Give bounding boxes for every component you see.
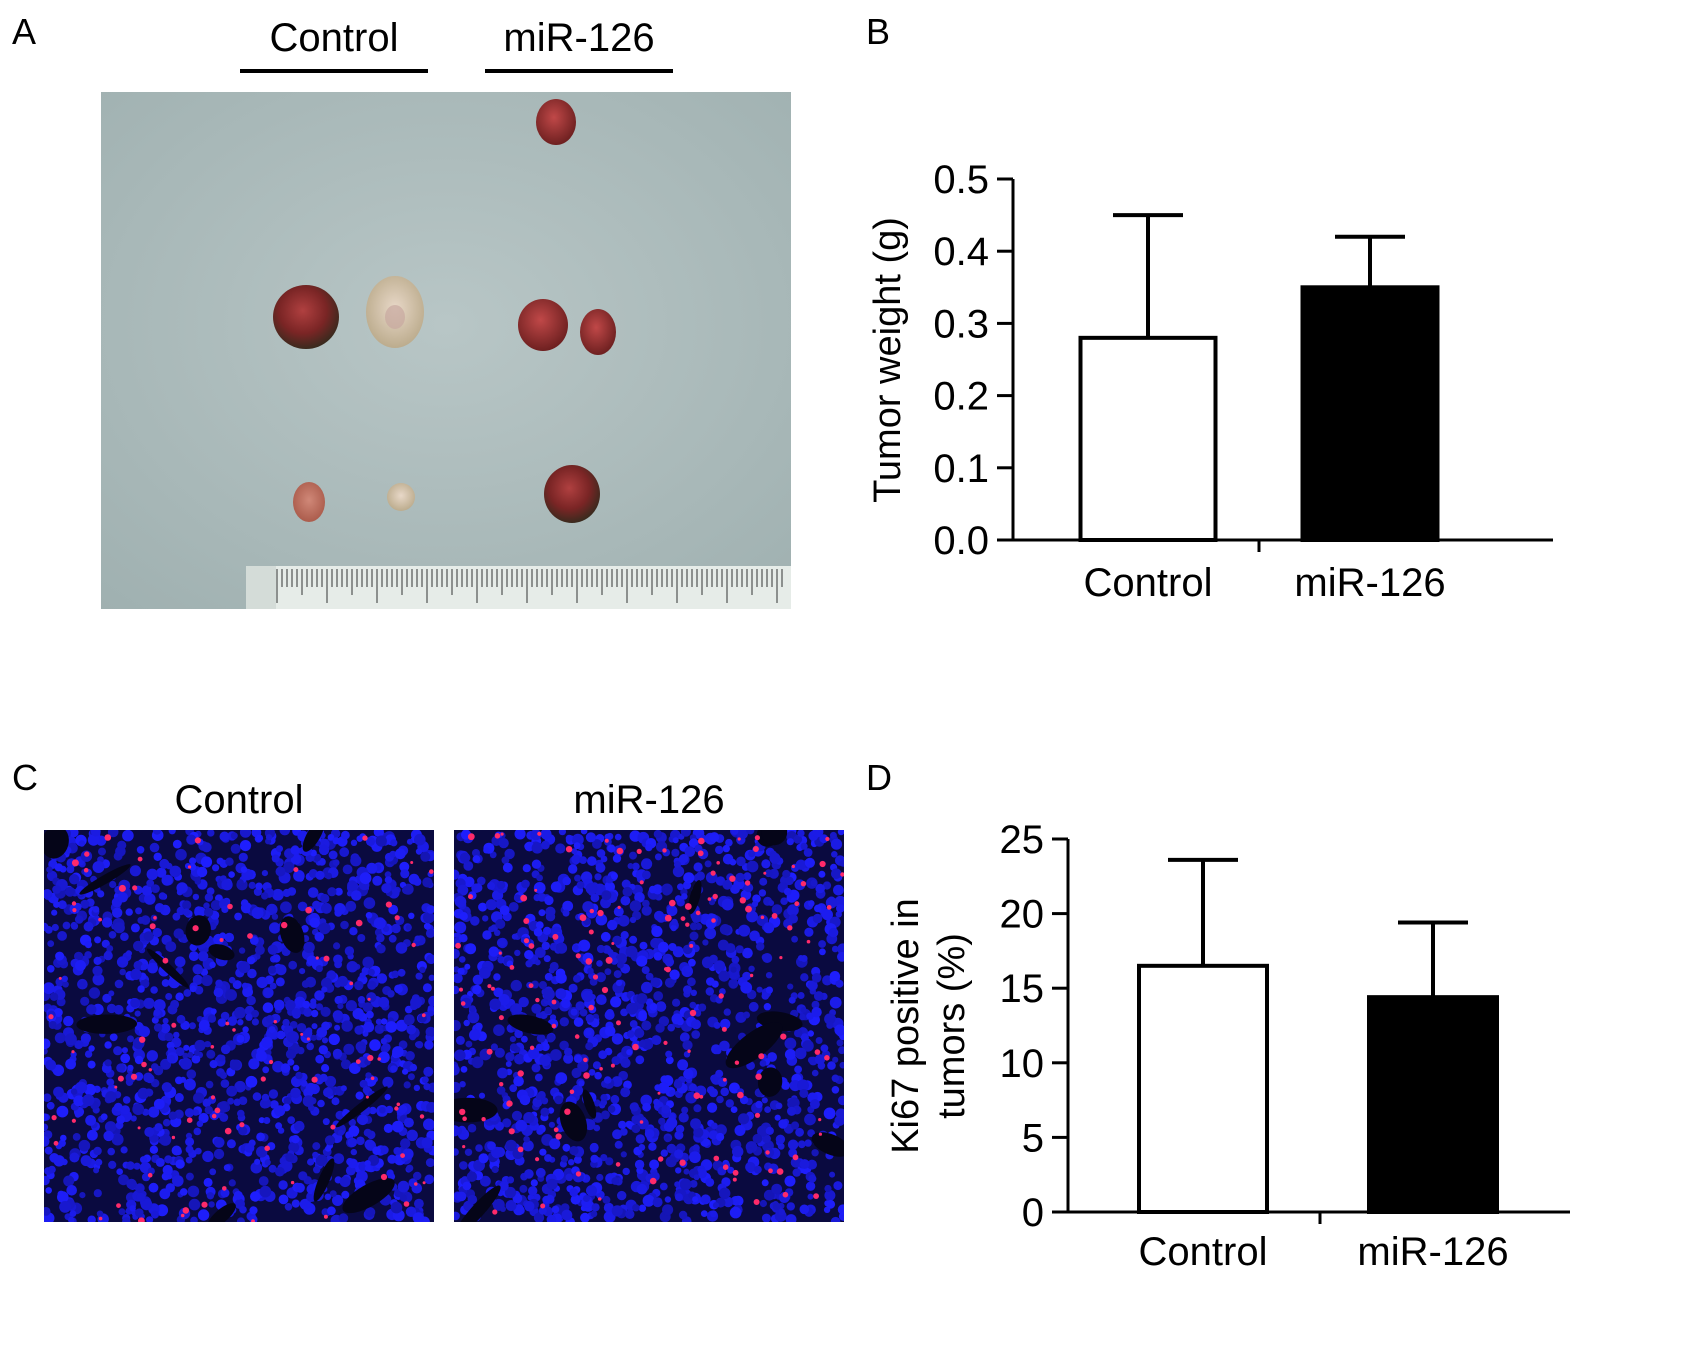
chart-b-y-tick-label: 0.3 bbox=[933, 302, 989, 346]
chart-d-y-tick-label: 15 bbox=[1000, 967, 1045, 1011]
tumor-control-3 bbox=[293, 482, 325, 522]
chart-d-y-tick-label: 0 bbox=[1022, 1191, 1044, 1235]
panel-a-control-bracket bbox=[240, 69, 428, 73]
tumor-mir126-2 bbox=[580, 309, 616, 355]
ki67-stain-control bbox=[44, 830, 434, 1222]
chart-d-y-tick-label: 20 bbox=[1000, 893, 1045, 937]
tumor-control-4 bbox=[387, 483, 415, 511]
tumor-mir126-top bbox=[536, 99, 576, 145]
tumor-weight-bar-chart: 0.0 0.1 0.2 0.3 0.4 0.5 Control miR-126 Tumor we… bbox=[867, 158, 1553, 605]
tumor-mir126-1 bbox=[518, 299, 568, 351]
panel-c-letter: C bbox=[12, 757, 38, 798]
chart-d-y-tick-label: 5 bbox=[1022, 1116, 1044, 1160]
tumor-mir126-3 bbox=[544, 465, 600, 523]
chart-b-bar-mir-126 bbox=[1300, 285, 1440, 542]
tumor-control-1 bbox=[273, 285, 339, 349]
chart-b-y-tick-label: 0.1 bbox=[933, 447, 989, 491]
chart-b-bar-control bbox=[1078, 335, 1218, 542]
chart-d-category-label: miR-126 bbox=[1357, 1230, 1508, 1274]
chart-b-y-tick-label: 0.2 bbox=[933, 375, 989, 419]
chart-d-y-tick-label: 10 bbox=[1000, 1042, 1045, 1086]
panel-a-control-label: Control bbox=[269, 16, 399, 60]
chart-d-y-tick-label: 25 bbox=[1000, 818, 1045, 862]
panel-a-mir126-bracket bbox=[485, 69, 673, 73]
ruler bbox=[246, 566, 791, 609]
chart-b-category-label: Control bbox=[1084, 561, 1213, 605]
chart-b-y-tick-label: 0.4 bbox=[933, 230, 989, 274]
panel-c-control-label: Control bbox=[174, 778, 304, 822]
chart-b-y-tick-label: 0.5 bbox=[933, 158, 989, 202]
chart-d-bar-mir-126 bbox=[1367, 995, 1499, 1214]
chart-b-y-axis-label: Tumor weight (g) bbox=[867, 217, 909, 503]
chart-d-category-label: Control bbox=[1139, 1230, 1268, 1274]
panel-a-mir126-label: miR-126 bbox=[503, 16, 655, 60]
panel-c-mir126-label: miR-126 bbox=[573, 778, 725, 822]
chart-d-y-axis-label: Ki67 positive in bbox=[885, 898, 927, 1154]
panel-b-letter: B bbox=[866, 11, 891, 52]
chart-d-y-axis-label: tumors (%) bbox=[931, 933, 973, 1119]
chart-d-bar-control bbox=[1137, 963, 1269, 1214]
chart-b-y-tick-label: 0.0 bbox=[933, 519, 989, 563]
panel-d-letter: D bbox=[866, 757, 892, 798]
tumor-photo bbox=[101, 92, 791, 609]
chart-b-category-label: miR-126 bbox=[1294, 561, 1445, 605]
panel-a-letter: A bbox=[12, 11, 37, 52]
ki67-stain-mir126 bbox=[454, 830, 844, 1222]
